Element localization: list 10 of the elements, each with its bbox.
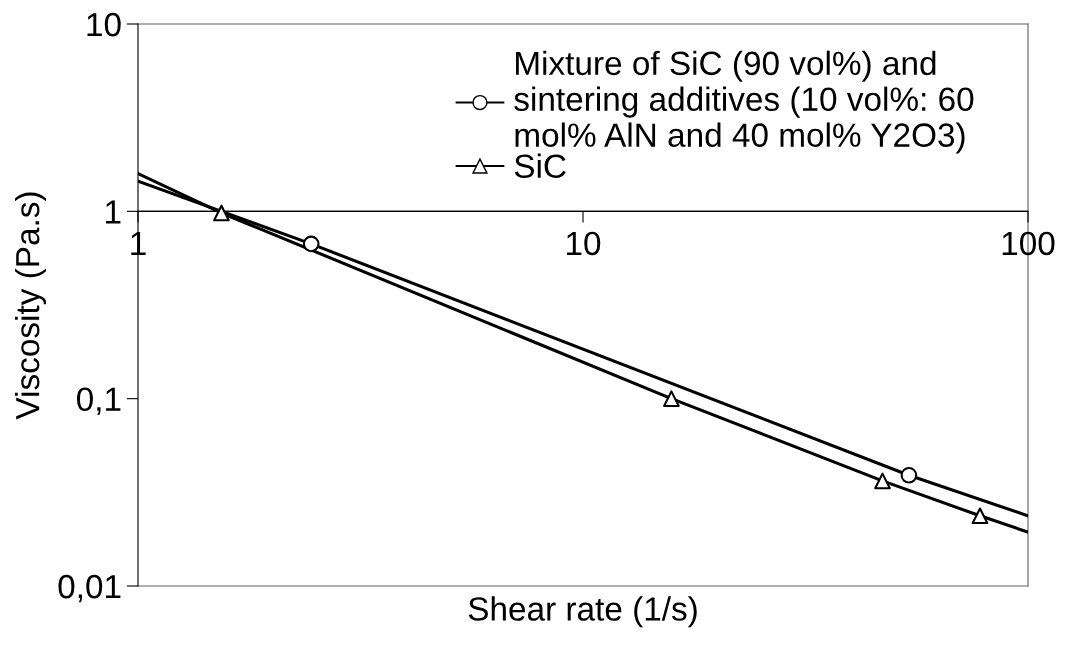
y-tick-label: 0,1 bbox=[77, 387, 121, 416]
x-axis-title: Shear rate (1/s) bbox=[468, 596, 697, 628]
legend-label: SiC bbox=[514, 153, 566, 179]
legend-label: Mixture of SiC (90 vol%) and sintering additives (10 vol%: 60 mol% AlN and 40 mol% Y2O3) bbox=[514, 50, 974, 154]
x-tick-label: 100 bbox=[1002, 231, 1055, 256]
y-tick-label: 0,01 bbox=[58, 574, 121, 603]
y-tick-label: 10 bbox=[87, 12, 121, 37]
y-axis-title: Viscosity (Pa.s) bbox=[14, 192, 47, 420]
x-tick-label: 10 bbox=[567, 231, 601, 256]
y-tick-label: 1 bbox=[106, 200, 121, 224]
